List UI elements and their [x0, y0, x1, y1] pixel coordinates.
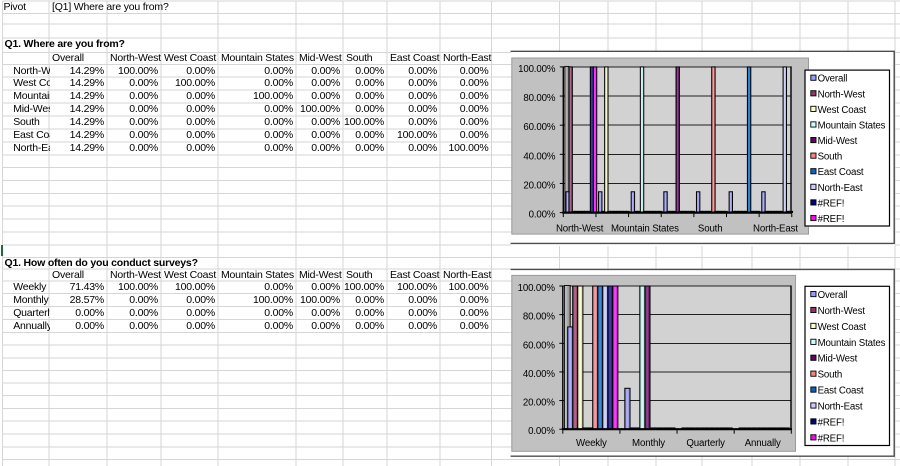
- svg-text:40.00%: 40.00%: [523, 151, 555, 162]
- svg-text:East Coast: East Coast: [818, 167, 864, 178]
- svg-text:North-East: North-East: [818, 402, 863, 413]
- svg-text:40.00%: 40.00%: [523, 369, 555, 380]
- svg-text:North-West: North-West: [556, 224, 604, 235]
- svg-text:West Coast: West Coast: [818, 105, 867, 116]
- svg-text:#REF!: #REF!: [818, 417, 845, 428]
- svg-text:North-East: North-East: [753, 224, 798, 235]
- svg-text:Mid-West: Mid-West: [818, 354, 858, 365]
- svg-text:Mid-West: Mid-West: [818, 136, 858, 147]
- svg-text:80.00%: 80.00%: [523, 312, 555, 323]
- svg-text:60.00%: 60.00%: [523, 122, 555, 133]
- svg-text:Overall: Overall: [818, 290, 848, 301]
- svg-text:Quarterly: Quarterly: [686, 438, 725, 449]
- svg-text:100.00%: 100.00%: [518, 283, 556, 294]
- svg-text:Monthly: Monthly: [632, 438, 665, 449]
- svg-text:Mountain States: Mountain States: [818, 120, 886, 131]
- svg-text:Mountain States: Mountain States: [611, 224, 679, 235]
- svg-text:0.00%: 0.00%: [528, 426, 555, 437]
- svg-text:20.00%: 20.00%: [523, 398, 555, 409]
- svg-text:West Coast: West Coast: [818, 322, 867, 333]
- svg-text:North-East: North-East: [818, 183, 863, 194]
- svg-text:Overall: Overall: [818, 74, 848, 85]
- svg-text:Mountain States: Mountain States: [818, 338, 886, 349]
- svg-text:North-West: North-West: [818, 89, 866, 100]
- svg-text:100.00%: 100.00%: [518, 64, 556, 75]
- svg-text:Weekly: Weekly: [576, 438, 607, 449]
- svg-text:Annually: Annually: [745, 438, 781, 449]
- svg-text:0.00%: 0.00%: [529, 210, 556, 221]
- svg-text:South: South: [698, 224, 723, 235]
- svg-text:South: South: [818, 152, 843, 163]
- svg-text:#REF!: #REF!: [818, 433, 845, 444]
- svg-text:East Coast: East Coast: [818, 386, 864, 397]
- svg-text:#REF!: #REF!: [818, 214, 845, 225]
- svg-text:60.00%: 60.00%: [523, 340, 555, 351]
- svg-text:North-West: North-West: [818, 306, 866, 317]
- svg-text:80.00%: 80.00%: [523, 93, 555, 104]
- svg-text:20.00%: 20.00%: [523, 180, 555, 191]
- svg-text:South: South: [818, 370, 843, 381]
- svg-text:#REF!: #REF!: [818, 198, 845, 209]
